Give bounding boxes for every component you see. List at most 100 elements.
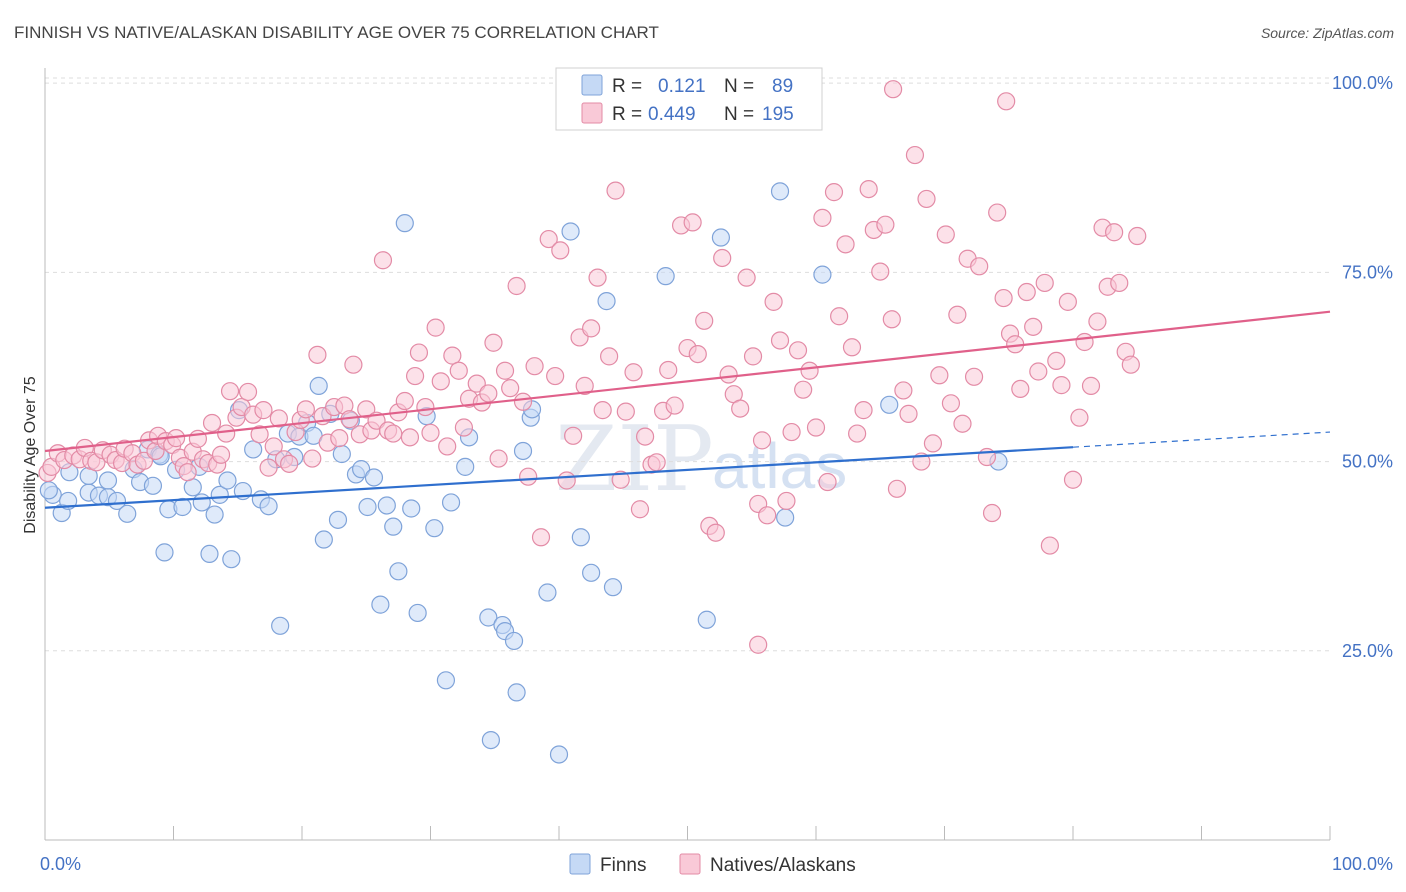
finns-point-15 [155, 543, 174, 562]
natives-point-57 [344, 355, 363, 374]
finns-point-19 [183, 478, 202, 497]
natives-point-187 [1105, 223, 1124, 242]
natives-point-125 [743, 347, 763, 366]
y-tick-label-3: 100.0% [1332, 73, 1393, 93]
finns-point-25 [218, 471, 237, 490]
natives-point-140 [830, 307, 849, 326]
natives-point-67 [400, 428, 420, 447]
finns-point-70 [538, 583, 557, 602]
natives-point-37 [238, 382, 258, 402]
x-tick-label-0: 0.0% [40, 854, 81, 874]
natives-point-161 [953, 414, 972, 433]
natives-point-50 [308, 345, 327, 364]
natives-point-123 [731, 399, 750, 418]
natives-point-120 [713, 248, 732, 268]
finns-point-8 [107, 491, 127, 511]
natives-point-182 [1075, 332, 1094, 352]
legend-n-value-natives: 195 [762, 104, 794, 125]
natives-point-115 [683, 213, 702, 232]
finns-point-26 [222, 550, 241, 569]
natives-point-184 [1088, 312, 1107, 331]
finns-trend-extension [1072, 431, 1331, 448]
natives-point-48 [296, 400, 315, 419]
natives-point-87 [513, 392, 533, 411]
finns-point-79 [711, 228, 731, 247]
natives-point-85 [501, 379, 520, 398]
natives-point-90 [531, 528, 551, 547]
finns-point-54 [408, 603, 427, 623]
natives-point-70 [416, 397, 435, 417]
axes [44, 68, 1331, 841]
natives-point-142 [842, 338, 862, 357]
legend-n-value-finns: 89 [772, 76, 793, 97]
natives-point-49 [303, 449, 322, 468]
natives-point-73 [431, 372, 450, 391]
natives-point-144 [854, 401, 873, 420]
natives-point-39 [250, 425, 269, 444]
y-tick-label-0: 25.0% [1342, 641, 1393, 661]
finns-point-82 [813, 265, 832, 284]
natives-point-167 [988, 203, 1007, 222]
bottom-legend-label-finns: Finns [600, 855, 646, 876]
finns-point-56 [425, 519, 444, 538]
natives-point-59 [357, 400, 376, 419]
natives-point-155 [917, 189, 936, 209]
natives-point-102 [606, 181, 625, 200]
finns-point-32 [271, 616, 290, 635]
finns-point-71 [549, 745, 569, 764]
natives-point-93 [551, 241, 570, 260]
natives-point-45 [280, 454, 299, 473]
natives-point-190 [1121, 355, 1140, 374]
bottom-legend: Finns Natives/Alaskans [569, 853, 856, 876]
finns-point-75 [597, 292, 616, 311]
natives-point-121 [719, 365, 738, 384]
natives-point-41 [259, 458, 278, 477]
x-tick-label-1: 100.0% [1332, 854, 1393, 874]
finns-point-74 [582, 563, 601, 582]
natives-point-33 [217, 424, 236, 443]
finns-point-49 [377, 496, 396, 515]
x-tick-labels: 0.0% 100.0% [40, 854, 1393, 874]
natives-point-119 [706, 523, 725, 542]
natives-point-194 [749, 635, 768, 654]
y-axis-label: Disability Age Over 75 [22, 376, 39, 534]
finns-point-59 [456, 457, 475, 476]
legend-r-value-finns: 0.121 [658, 76, 706, 97]
natives-point-86 [507, 276, 526, 296]
natives-point-135 [800, 361, 819, 380]
natives-point-180 [1063, 470, 1083, 489]
bottom-legend-swatch-natives [679, 853, 701, 875]
natives-point-138 [818, 472, 837, 492]
y-tick-labels: 25.0% 50.0% 75.0% 100.0% [1332, 73, 1393, 661]
y-tick-label-1: 50.0% [1342, 452, 1393, 472]
natives-point-156 [923, 434, 943, 453]
natives-point-99 [588, 268, 607, 287]
natives-point-64 [384, 424, 403, 443]
legend-r-value-natives: 0.449 [648, 104, 696, 125]
natives-point-75 [443, 346, 462, 365]
bottom-legend-label-natives: Natives/Alaskans [710, 855, 856, 876]
finns-point-39 [314, 530, 333, 549]
natives-point-98 [582, 319, 601, 338]
natives-point-92 [546, 366, 565, 386]
series-natives [38, 80, 1147, 654]
natives-point-177 [1047, 351, 1066, 371]
natives-point-68 [405, 366, 425, 386]
finns-point-48 [371, 595, 390, 614]
natives-point-176 [1040, 536, 1059, 555]
natives-point-193 [997, 92, 1016, 111]
finns-point-28 [244, 440, 263, 459]
finns-point-78 [697, 610, 716, 629]
natives-point-106 [630, 500, 650, 519]
natives-point-77 [454, 418, 474, 437]
legend-n-label-natives: N = [724, 104, 754, 125]
natives-point-139 [824, 183, 844, 202]
natives-point-94 [557, 471, 576, 490]
natives-point-132 [782, 422, 801, 442]
natives-point-191 [1128, 226, 1147, 246]
trend-lines [44, 310, 1331, 509]
natives-point-158 [936, 225, 955, 244]
natives-point-109 [647, 453, 666, 472]
natives-point-81 [479, 384, 498, 403]
